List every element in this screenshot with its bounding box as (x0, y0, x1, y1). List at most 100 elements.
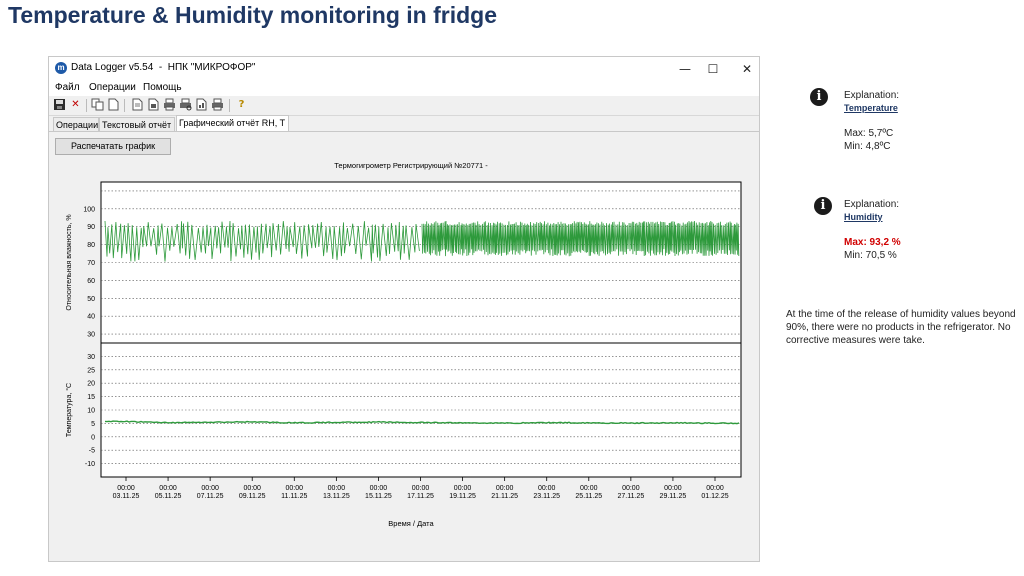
print-icon[interactable] (163, 98, 176, 112)
side-panel: i Explanation: Temperature Max: 5,7ºC Mi… (772, 84, 1022, 564)
maximize-button[interactable]: ☐ (707, 62, 719, 76)
temperature-explanation-label: Explanation: (844, 90, 900, 101)
temperature-tick-label: 25 (87, 367, 95, 374)
menu-file[interactable]: Файл (55, 82, 80, 93)
temperature-tick-label: 0 (91, 434, 95, 441)
x-tick-date: 03.11.25 (113, 493, 140, 500)
toolbar-separator (229, 99, 230, 112)
x-tick-time: 00:00 (370, 485, 388, 492)
humidity-axis-label: Относительная влажность, % (66, 214, 73, 310)
tab-bar: Операции Текстовый отчёт Графический отч… (49, 115, 759, 131)
x-tick-date: 01.12.25 (701, 493, 728, 500)
humidity-tick-label: 80 (87, 242, 95, 249)
humidity-tick-label: 60 (87, 278, 95, 285)
humidity-tick-label: 100 (83, 206, 95, 213)
note-text: At the time of the release of humidity v… (786, 309, 1016, 346)
chart-title: Термогигрометр Регистрирующий №20771 - (334, 161, 488, 170)
save-icon[interactable] (53, 98, 66, 112)
x-tick-date: 17.11.25 (407, 493, 434, 500)
x-tick-time: 00:00 (496, 485, 514, 492)
temperature-tick-label: 5 (91, 421, 95, 428)
x-tick-time: 00:00 (159, 485, 177, 492)
help-icon[interactable]: ? (238, 99, 245, 110)
print-preview-icon[interactable] (179, 98, 192, 112)
info-icon: i (814, 197, 832, 215)
info-icon: i (810, 88, 828, 106)
x-tick-date: 29.11.25 (660, 493, 687, 500)
humidity-max: Max: 93,2 % (844, 237, 901, 248)
x-tick-date: 19.11.25 (449, 493, 476, 500)
open-document-icon[interactable] (147, 98, 160, 112)
temperature-subtitle: Temperature (844, 103, 898, 113)
slide-title: Temperature & Humidity monitoring in fri… (8, 2, 497, 28)
menu-help[interactable]: Помощь (143, 82, 182, 93)
x-tick-time: 00:00 (286, 485, 304, 492)
document-icon[interactable] (131, 98, 144, 112)
x-tick-time: 00:00 (243, 485, 261, 492)
graphic-report-panel: Распечатать график Термогигрометр Регист… (49, 131, 759, 561)
humidity-series-line (104, 220, 420, 262)
humidity-tick-label: 30 (87, 332, 95, 339)
temperature-tick-label: -5 (89, 448, 95, 455)
humidity-tick-label: 40 (87, 314, 95, 321)
temperature-series-line (104, 420, 740, 425)
minimize-button[interactable]: — (679, 62, 691, 76)
x-tick-date: 23.11.25 (533, 493, 560, 500)
humidity-min: Min: 70,5 % (844, 250, 897, 261)
x-tick-time: 00:00 (622, 485, 640, 492)
x-tick-date: 15.11.25 (365, 493, 392, 500)
temperature-min: Min: 4,8ºC (844, 141, 891, 152)
x-tick-date: 05.11.25 (155, 493, 182, 500)
x-tick-time: 00:00 (201, 485, 219, 492)
x-tick-time: 00:00 (706, 485, 724, 492)
x-tick-date: 21.11.25 (491, 493, 518, 500)
x-axis-label: Время / Дата (388, 519, 434, 528)
x-tick-date: 25.11.25 (575, 493, 602, 500)
close-button[interactable]: ✕ (741, 62, 753, 76)
toolbar: ✕ ? (49, 96, 759, 116)
x-tick-time: 00:00 (117, 485, 135, 492)
tab-operations[interactable]: Операции (53, 117, 99, 131)
delete-icon[interactable]: ✕ (71, 99, 80, 110)
x-tick-date: 09.11.25 (239, 493, 266, 500)
data-logger-window: m Data Logger v5.54 - НПК "МИКРОФОР" — ☐… (48, 56, 760, 562)
temperature-axis-label: Температура, °С (65, 383, 73, 437)
temperature-tick-label: 15 (87, 394, 95, 401)
new-document-icon[interactable] (107, 98, 120, 112)
window-title: Data Logger v5.54 - НПК "МИКРОФОР" (71, 62, 256, 73)
humidity-series-line (421, 220, 740, 257)
temperature-tick-label: -10 (85, 461, 95, 468)
humidity-subtitle: Humidity (844, 212, 883, 222)
x-tick-date: 27.11.25 (617, 493, 644, 500)
tab-text-report[interactable]: Текстовый отчёт (99, 117, 175, 131)
toolbar-separator (86, 99, 87, 112)
chart-area: Термогигрометр Регистрирующий №20771 - 10… (65, 161, 742, 528)
menu-operations[interactable]: Операции (89, 82, 136, 93)
report-icon[interactable] (195, 98, 208, 112)
x-tick-time: 00:00 (580, 485, 598, 492)
toolbar-separator (124, 99, 125, 112)
x-tick-date: 11.11.25 (281, 493, 307, 500)
menu-bar: Файл Операции Помощь (49, 81, 759, 96)
tab-graphic-report[interactable]: Графический отчёт RH, T (176, 115, 289, 131)
title-bar: m Data Logger v5.54 - НПК "МИКРОФОР" — ☐… (49, 57, 759, 81)
humidity-tick-label: 70 (87, 260, 95, 267)
x-tick-time: 00:00 (328, 485, 346, 492)
x-tick-time: 00:00 (538, 485, 556, 492)
x-tick-time: 00:00 (454, 485, 472, 492)
copy-icon[interactable] (91, 98, 104, 112)
x-tick-date: 07.11.25 (197, 493, 224, 500)
temperature-max: Max: 5,7ºC (844, 128, 894, 139)
humidity-tick-label: 90 (87, 224, 95, 231)
temperature-tick-label: 10 (87, 408, 95, 415)
temperature-tick-label: 30 (87, 354, 95, 361)
print-report-icon[interactable] (211, 98, 224, 112)
app-logo-icon: m (55, 62, 67, 74)
x-tick-time: 00:00 (664, 485, 682, 492)
print-chart-button[interactable]: Распечатать график (55, 138, 171, 155)
temperature-tick-label: 20 (87, 381, 95, 388)
humidity-explanation-label: Explanation: (844, 199, 900, 210)
x-tick-date: 13.11.25 (323, 493, 350, 500)
x-tick-time: 00:00 (412, 485, 430, 492)
humidity-tick-label: 50 (87, 296, 95, 303)
